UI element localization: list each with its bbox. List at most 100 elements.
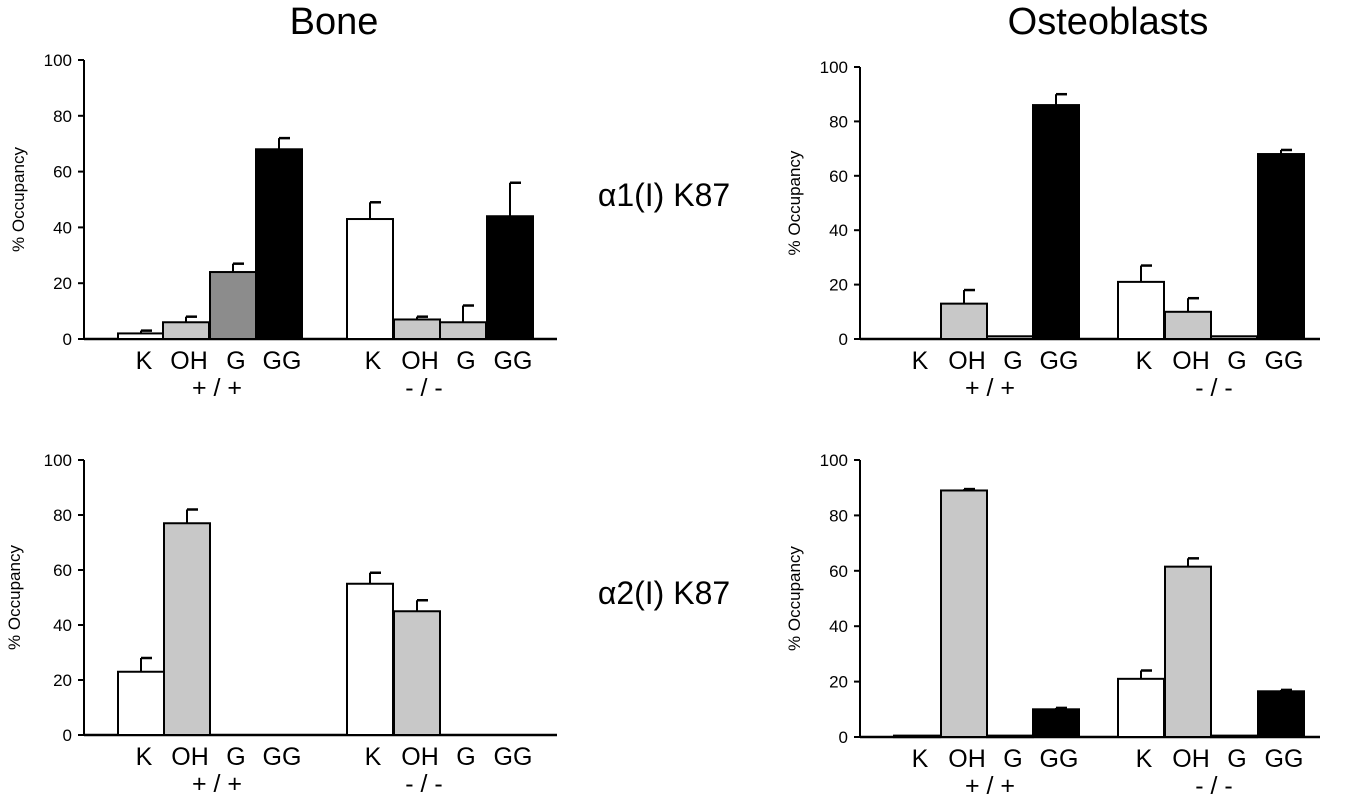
category-label: GG bbox=[1040, 745, 1079, 773]
y-tick-label: 60 bbox=[53, 561, 72, 580]
row-label-a2: α2(I) K87 bbox=[598, 575, 730, 611]
bar-k-ko bbox=[1117, 280, 1165, 341]
bar-oh-ko bbox=[1164, 565, 1212, 739]
group-label: + / + bbox=[192, 770, 242, 798]
column-title-bone: Bone bbox=[290, 1, 379, 43]
y-axis-label: % Occupancy bbox=[5, 545, 24, 650]
group-label: - / - bbox=[1195, 374, 1233, 402]
y-tick-label: 60 bbox=[53, 163, 72, 182]
category-label: K bbox=[912, 745, 929, 773]
bar-g-wt bbox=[986, 734, 1034, 739]
y-tick-label: 40 bbox=[829, 617, 848, 636]
category-label: K bbox=[136, 347, 153, 375]
y-tick-label: 0 bbox=[63, 330, 72, 349]
category-label: GG bbox=[494, 743, 533, 771]
row-label-a1: α1(I) K87 bbox=[598, 177, 730, 213]
category-label: GG bbox=[1265, 745, 1304, 773]
y-tick-label: 0 bbox=[839, 330, 848, 349]
bar-oh-wt bbox=[163, 522, 211, 736]
category-label: G bbox=[456, 743, 475, 771]
bar-gg-ko bbox=[1257, 690, 1305, 738]
category-label: G bbox=[456, 347, 475, 375]
y-tick-label: 0 bbox=[63, 726, 72, 745]
group-label: - / - bbox=[405, 770, 443, 798]
y-tick-label: 80 bbox=[53, 107, 72, 126]
category-label: OH bbox=[401, 347, 439, 375]
y-tick-label: 40 bbox=[829, 221, 848, 240]
category-label: K bbox=[365, 743, 382, 771]
category-label: K bbox=[1136, 745, 1153, 773]
bar-oh-ko bbox=[1164, 310, 1212, 340]
bar-gg-wt bbox=[1032, 104, 1080, 340]
bar-g-ko bbox=[1210, 734, 1258, 739]
y-axis-label: % Occupancy bbox=[785, 546, 804, 651]
bar-k-wt bbox=[117, 670, 165, 736]
group-label: - / - bbox=[405, 374, 443, 402]
group-label: + / + bbox=[965, 374, 1015, 402]
category-label: OH bbox=[170, 347, 208, 375]
bar-k-wt bbox=[893, 734, 941, 739]
category-label: G bbox=[1003, 347, 1022, 375]
bar-gg-wt bbox=[255, 148, 303, 340]
category-label: K bbox=[136, 743, 153, 771]
bar-oh-wt bbox=[162, 321, 210, 341]
category-label: K bbox=[365, 347, 382, 375]
category-label: OH bbox=[401, 743, 439, 771]
category-label: GG bbox=[494, 347, 533, 375]
bar-g-ko bbox=[1210, 335, 1258, 340]
y-tick-label: 80 bbox=[53, 506, 72, 525]
bar-oh-wt bbox=[940, 489, 988, 738]
y-tick-label: 100 bbox=[44, 451, 72, 470]
y-tick-label: 20 bbox=[53, 274, 72, 293]
group-label: + / + bbox=[965, 772, 1015, 800]
y-tick-label: 40 bbox=[53, 218, 72, 237]
bar-g-wt bbox=[209, 271, 257, 341]
category-label: OH bbox=[1172, 347, 1210, 375]
category-label: GG bbox=[263, 347, 302, 375]
category-label: G bbox=[1003, 745, 1022, 773]
column-title-osteoblasts: Osteoblasts bbox=[1008, 1, 1209, 43]
y-tick-label: 20 bbox=[829, 276, 848, 295]
category-label: G bbox=[1227, 745, 1246, 773]
group-label: + / + bbox=[192, 374, 242, 402]
category-label: OH bbox=[948, 745, 986, 773]
y-tick-label: 80 bbox=[829, 112, 848, 131]
bar-k-ko bbox=[346, 582, 394, 736]
y-tick-label: 20 bbox=[53, 671, 72, 690]
y-tick-label: 0 bbox=[839, 728, 848, 747]
bar-oh-ko bbox=[393, 318, 441, 341]
category-label: GG bbox=[1040, 347, 1079, 375]
y-tick-label: 100 bbox=[820, 451, 848, 470]
category-label: K bbox=[1136, 347, 1153, 375]
y-tick-label: 60 bbox=[829, 562, 848, 581]
group-label: - / - bbox=[1195, 772, 1233, 800]
bar-gg-ko bbox=[1257, 153, 1305, 340]
y-tick-label: 80 bbox=[829, 506, 848, 525]
y-axis-label: % Occupancy bbox=[9, 147, 28, 252]
category-label: OH bbox=[948, 347, 986, 375]
y-tick-label: 100 bbox=[44, 51, 72, 70]
bar-k-wt bbox=[117, 332, 165, 341]
y-tick-label: 100 bbox=[820, 58, 848, 77]
bar-k-ko bbox=[346, 218, 394, 340]
category-label: G bbox=[1227, 347, 1246, 375]
category-label: GG bbox=[263, 743, 302, 771]
category-label: OH bbox=[171, 743, 209, 771]
bar-g-ko bbox=[439, 321, 487, 341]
category-label: G bbox=[226, 347, 245, 375]
bar-oh-wt bbox=[940, 302, 988, 341]
y-tick-label: 60 bbox=[829, 167, 848, 186]
bar-gg-wt bbox=[1032, 708, 1080, 738]
bar-gg-ko bbox=[486, 215, 534, 341]
y-axis-label: % Occupancy bbox=[785, 150, 804, 255]
bar-g-wt bbox=[986, 335, 1034, 340]
category-label: K bbox=[912, 347, 929, 375]
bar-k-ko bbox=[1117, 677, 1165, 739]
category-label: G bbox=[226, 743, 245, 771]
category-label: GG bbox=[1265, 347, 1304, 375]
